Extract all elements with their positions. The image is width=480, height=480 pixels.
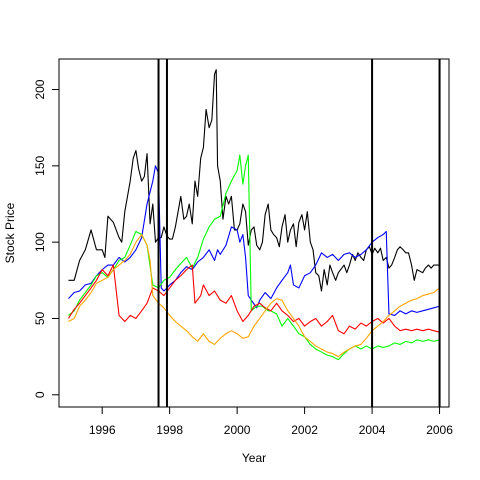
series-line-4 — [67, 264, 440, 335]
x-tick-label: 2002 — [291, 423, 318, 437]
x-tick-label: 2000 — [224, 423, 251, 437]
y-tick-label: 100 — [33, 232, 47, 252]
y-tick-label: 50 — [33, 311, 47, 325]
x-tick-label: 2004 — [359, 423, 386, 437]
series-line-3 — [68, 154, 440, 361]
x-tick-label: 2006 — [426, 423, 453, 437]
series-layer — [67, 69, 440, 361]
x-tick-label: 1996 — [89, 423, 116, 437]
x-axis: 1996 1998 2000 2002 2004 2006 — [89, 406, 453, 437]
series-line-2 — [68, 165, 440, 316]
y-tick-label: 0 — [33, 391, 47, 398]
y-axis-title: Stock Price — [3, 202, 17, 263]
series-line-1 — [68, 69, 440, 292]
y-axis: 0 50 100 150 200 — [33, 79, 60, 398]
y-tick-label: 150 — [33, 156, 47, 176]
vertical-markers — [157, 59, 441, 407]
series-line-5 — [68, 233, 440, 358]
y-tick-label: 200 — [33, 79, 47, 99]
x-tick-label: 1998 — [156, 423, 183, 437]
x-axis-title: Year — [242, 451, 266, 465]
